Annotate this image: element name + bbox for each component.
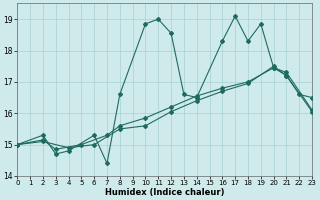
X-axis label: Humidex (Indice chaleur): Humidex (Indice chaleur) (105, 188, 224, 197)
